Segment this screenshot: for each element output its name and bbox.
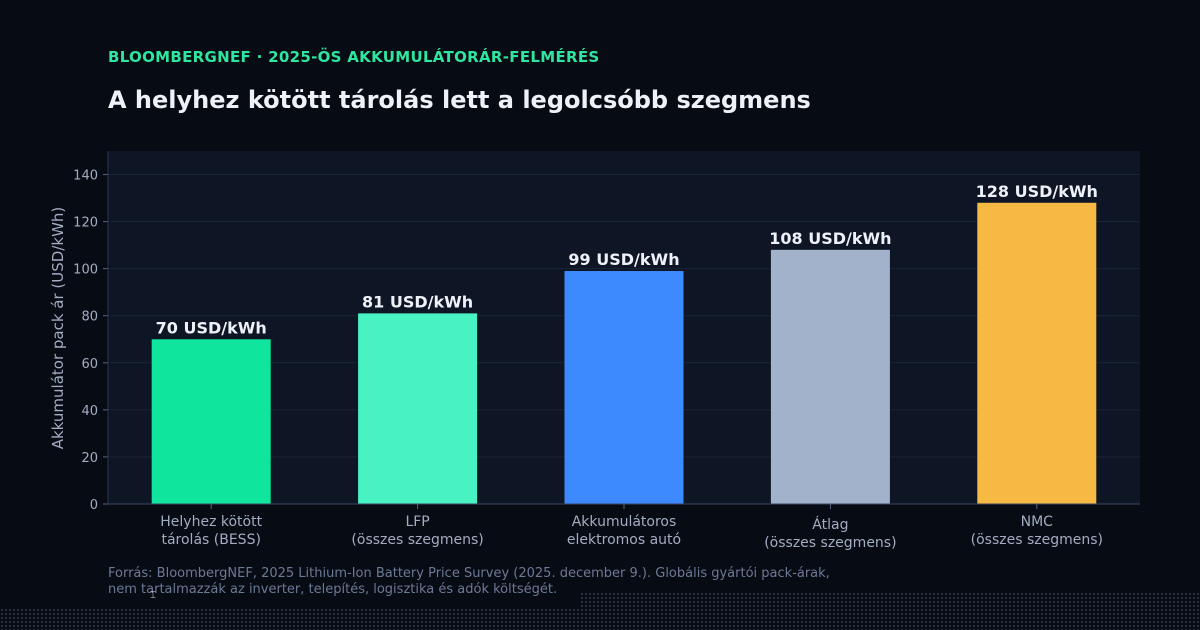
data-label: 70 USD/kWh xyxy=(156,318,267,337)
y-tick-label: 140 xyxy=(73,169,98,184)
bar xyxy=(564,271,684,504)
x-tick-label: LFP xyxy=(405,514,429,530)
x-tick-label: (összes szegmens) xyxy=(971,532,1103,548)
y-tick-label: 0 xyxy=(90,498,98,513)
chart-title: A helyhez kötött tárolás lett a legolcsó… xyxy=(108,86,811,114)
y-tick-label: 40 xyxy=(81,404,98,419)
y-axis: 0 20 40 60 80 100 120 140 xyxy=(73,151,109,513)
y-tick-label: 120 xyxy=(73,216,98,231)
mouse-cursor-icon: ⌶ xyxy=(150,590,156,601)
data-labels: 70 USD/kWh 81 USD/kWh 99 USD/kWh 108 USD/kW… xyxy=(156,182,1098,337)
y-tick-label: 100 xyxy=(73,263,98,278)
y-tick-label: 60 xyxy=(81,357,98,372)
bar xyxy=(151,339,271,504)
bar xyxy=(770,249,890,504)
source-line-2: nem tartalmazzák az inverter, telepítés,… xyxy=(108,582,558,597)
bar xyxy=(358,313,478,504)
source-note: Forrás: BloombergNEF, 2025 Lithium-Ion B… xyxy=(108,566,1008,598)
x-tick-label: Akkumulátoros xyxy=(572,514,677,530)
background-texture xyxy=(580,592,1200,608)
background-texture-bottom xyxy=(0,608,1200,630)
data-label: 81 USD/kWh xyxy=(362,292,473,311)
data-label: 128 USD/kWh xyxy=(976,182,1098,201)
bar xyxy=(977,202,1097,505)
y-axis-label: Akkumulátor pack ár (USD/kWh) xyxy=(49,207,67,450)
x-tick-label: (összes szegmens) xyxy=(764,535,896,551)
x-tick-label: elektromos autó xyxy=(567,532,681,548)
chart-kicker: BLOOMBERGNEF · 2025-ÖS AKKUMULÁTORÁR-FEL… xyxy=(108,48,600,66)
x-tick-label: (összes szegmens) xyxy=(351,532,483,548)
y-tick-label: 20 xyxy=(81,451,98,466)
data-label: 99 USD/kWh xyxy=(568,250,679,269)
x-tick-label: tárolás (BESS) xyxy=(161,532,260,548)
x-tick-label: Helyhez kötött xyxy=(160,514,262,530)
data-label: 108 USD/kWh xyxy=(769,229,891,248)
bars xyxy=(151,202,1097,505)
x-axis: Helyhez kötött tárolás (BESS) LFP (összes s… xyxy=(108,503,1140,551)
x-tick-label: NMC xyxy=(1021,514,1054,530)
source-line-1: Forrás: BloombergNEF, 2025 Lithium-Ion B… xyxy=(108,566,830,581)
x-tick-label: Átlag xyxy=(812,516,848,533)
y-tick-label: 80 xyxy=(81,310,98,325)
